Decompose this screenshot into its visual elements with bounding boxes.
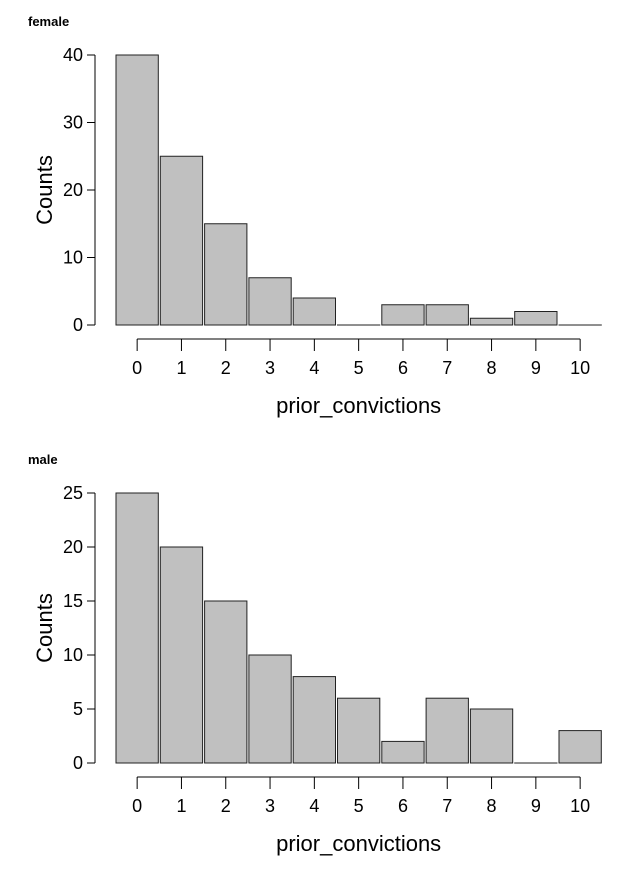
x-tick-label: 1	[176, 358, 186, 378]
y-tick-label: 15	[63, 591, 83, 611]
x-tick-label: 6	[398, 358, 408, 378]
male-panel-title: male	[28, 452, 58, 467]
bar-3	[248, 654, 292, 764]
x-tick-label: 5	[354, 358, 364, 378]
x-tick-label: 8	[487, 358, 497, 378]
female-panel: female 0 10 20 30 40 0 1 2 3 4 5 6 7 8 9 10 prior_convic…	[0, 0, 631, 436]
x-tick-label: 10	[570, 796, 590, 816]
female-panel-title: female	[28, 14, 70, 29]
bar-5	[337, 697, 381, 764]
y-tick-label: 20	[63, 537, 83, 557]
x-axis-title: prior_convictions	[276, 393, 441, 418]
bar-7	[425, 697, 469, 764]
x-tick-label: 9	[531, 796, 541, 816]
x-axis-title: prior_convictions	[276, 831, 441, 856]
bar-4	[292, 297, 337, 326]
bar-1	[159, 155, 204, 326]
bar-2	[204, 600, 248, 764]
x-tick-label: 2	[221, 358, 231, 378]
y-tick-label: 25	[63, 483, 83, 503]
bar-9	[514, 311, 558, 326]
male-panel: male 0 5 10 15 20 25 0 1 2 3 4 5 6 7 8 9 10 prior_convict…	[0, 438, 631, 873]
x-tick-label: 4	[309, 358, 319, 378]
y-tick-label: 40	[63, 45, 83, 65]
bar-4	[292, 676, 337, 764]
bar-0	[115, 54, 159, 326]
x-tick-label: 5	[354, 796, 364, 816]
y-tick-label: 10	[63, 248, 83, 268]
bar-1	[159, 546, 204, 764]
x-tick-label: 9	[531, 358, 541, 378]
bar-7	[425, 304, 469, 326]
bar-10	[558, 730, 602, 764]
bar-6	[381, 304, 425, 326]
bar-8	[469, 317, 514, 326]
bar-8	[469, 708, 514, 764]
x-tick-label: 0	[132, 358, 142, 378]
y-tick-label: 5	[73, 699, 83, 719]
y-axis-title: Counts	[32, 155, 57, 225]
female-histogram: 0 10 20 30 40 0 1 2 3 4 5 6 7 8 9 10 prior_convictions Co…	[32, 45, 602, 418]
x-tick-label: 1	[176, 796, 186, 816]
y-tick-label: 0	[73, 753, 83, 773]
y-axis-title: Counts	[32, 593, 57, 663]
y-tick-label: 30	[63, 113, 83, 133]
x-tick-label: 0	[132, 796, 142, 816]
x-tick-label: 6	[398, 796, 408, 816]
x-tick-label: 4	[309, 796, 319, 816]
male-histogram: 0 5 10 15 20 25 0 1 2 3 4 5 6 7 8 9 10 prior_convictions C…	[32, 483, 602, 856]
y-tick-label: 10	[63, 645, 83, 665]
x-tick-label: 3	[265, 358, 275, 378]
bar-6	[381, 740, 425, 764]
x-tick-label: 7	[442, 796, 452, 816]
x-tick-label: 10	[570, 358, 590, 378]
bar-0	[115, 492, 159, 764]
x-tick-label: 3	[265, 796, 275, 816]
y-tick-label: 0	[73, 315, 83, 335]
x-tick-label: 7	[442, 358, 452, 378]
bar-3	[248, 277, 292, 326]
bar-2	[204, 223, 248, 326]
x-tick-label: 8	[487, 796, 497, 816]
x-tick-label: 2	[221, 796, 231, 816]
y-tick-label: 20	[63, 180, 83, 200]
